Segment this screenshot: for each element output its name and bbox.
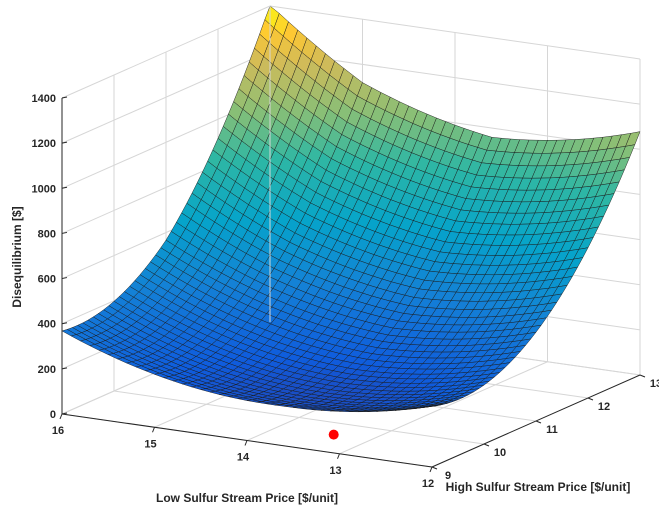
y-tick-label: 13 — [650, 378, 659, 390]
x-tick-mark — [429, 466, 433, 473]
z-tick-label: 200 — [38, 364, 56, 376]
z-axis-label: Disequilibrium [$] — [10, 206, 24, 307]
y-tick-label: 9 — [445, 470, 451, 482]
minimum-marker — [328, 429, 339, 440]
z-tick-mark — [61, 231, 68, 234]
floor-gridline — [113, 390, 485, 445]
z-tick-mark — [61, 141, 68, 144]
x-tick-label: 15 — [144, 438, 156, 450]
z-tick-label: 1400 — [32, 93, 56, 105]
x-tick-label: 14 — [237, 452, 250, 464]
x-tick-mark — [59, 413, 63, 420]
y-tick-label: 12 — [598, 401, 610, 413]
z-tick-mark — [61, 412, 68, 415]
y-axis-label: High Sulfur Stream Price [$/unit] — [446, 480, 631, 494]
axis-ticks: 12 13 14 15 16 9 10 11 12 13 0 200 400 600 800 1000 1200… — [32, 93, 659, 490]
z-tick-label: 1200 — [32, 138, 56, 150]
z-tick-mark — [61, 96, 68, 99]
z-tick-mark — [61, 277, 68, 280]
z-tick-mark — [61, 367, 68, 370]
x-tick-label: 16 — [52, 425, 64, 437]
x-tick-mark — [152, 427, 155, 433]
x-tick-mark — [337, 453, 340, 459]
x-tick-label: 13 — [329, 465, 341, 477]
x-tick-label: 12 — [422, 478, 434, 490]
z-tick-label: 400 — [38, 319, 56, 331]
x-tick-mark — [244, 440, 248, 446]
y-tick-mark — [483, 443, 490, 447]
wall-gridline — [61, 5, 271, 99]
y-tick-label: 10 — [494, 447, 506, 459]
z-tick-label: 600 — [38, 274, 56, 286]
surface-patch — [422, 405, 438, 408]
z-tick-label: 800 — [38, 228, 56, 240]
z-tick-mark — [61, 186, 68, 189]
z-tick-label: 0 — [50, 409, 56, 421]
y-tick-label: 11 — [546, 424, 558, 436]
wall-gridline — [269, 5, 641, 60]
y-tick-mark — [431, 466, 438, 470]
z-tick-label: 1000 — [32, 183, 56, 195]
y-tick-mark — [639, 374, 646, 378]
x-axis-label: Low Sulfur Stream Price [$/unit] — [156, 491, 338, 505]
surface-mesh — [61, 5, 641, 413]
wall-gridline — [61, 50, 271, 144]
z-tick-mark — [61, 322, 68, 325]
y-tick-mark — [535, 420, 542, 424]
y-tick-mark — [587, 397, 594, 401]
